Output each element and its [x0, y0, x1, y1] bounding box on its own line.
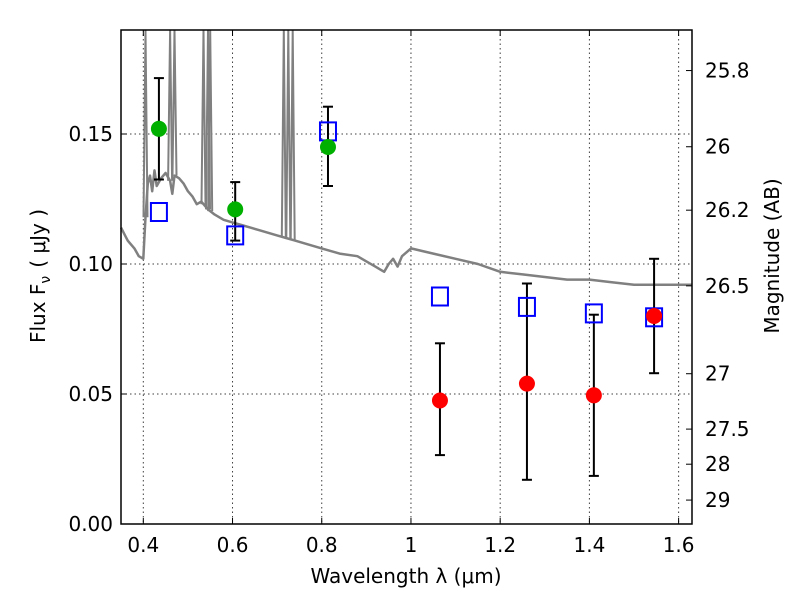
y2-tick-label: 26.2	[705, 198, 750, 222]
ticks-layer: 0.4 0.6 0.8 1 1.2 1.4 1.6 0.00 0.05 0.10 0.15 25.8 2…	[68, 30, 750, 557]
y-axis-label-main: Flux F	[26, 284, 50, 343]
y2-tick-label: 28	[705, 452, 730, 476]
x-tick-label: 0.6	[217, 533, 249, 557]
emission-spike	[167, 29, 174, 181]
x-tick-label: 1	[405, 533, 418, 557]
red-data-point	[585, 387, 602, 404]
y2-tick-label: 27.5	[705, 417, 750, 441]
y2-tick-label: 26.5	[705, 274, 750, 298]
emission-spike	[289, 29, 296, 241]
y-axis-label-unit: ( μJy )	[26, 209, 50, 268]
green-data-point	[150, 120, 167, 137]
model-spectrum-line	[119, 169, 692, 287]
y2-tick-label: 26	[705, 135, 730, 159]
model-square	[226, 225, 245, 246]
red-data-point	[431, 392, 448, 409]
y-axis-label-sub: ν	[38, 276, 54, 284]
x-tick-label: 0.4	[127, 533, 159, 557]
y2-axis-label: Magnitude (AB)	[760, 178, 784, 333]
y2-tick-label: 27	[705, 362, 730, 386]
emission-spike	[285, 29, 292, 239]
plot-frame	[120, 29, 693, 525]
x-tick-label: 1.2	[484, 533, 516, 557]
emission-spike	[200, 29, 207, 205]
red-data-point	[518, 375, 535, 392]
y-tick-label: 0.10	[68, 252, 113, 276]
green-data-point	[227, 201, 244, 218]
emission-spike	[171, 29, 178, 176]
y-axis-label: Flux Fν ( μJy )	[26, 209, 54, 343]
x-axis-label: Wavelength λ (μm)	[310, 564, 501, 588]
x-tick-label: 0.8	[306, 533, 338, 557]
green-data-point	[319, 139, 336, 155]
y-tick-label: 0.00	[68, 512, 113, 536]
y2-tick-label: 25.8	[705, 59, 750, 83]
x-tick-label: 1.6	[663, 533, 695, 557]
model-square	[517, 296, 536, 317]
emission-spike	[280, 29, 287, 238]
y2-tick-label: 29	[705, 488, 730, 512]
x-tick-label: 1.4	[573, 533, 605, 557]
emission-spike	[142, 29, 149, 218]
red-data-point	[646, 308, 663, 324]
model-spectrum-layer	[119, 29, 692, 287]
data-points-layer	[149, 77, 664, 481]
y-tick-label: 0.15	[68, 122, 113, 146]
model-square	[149, 202, 168, 222]
y-tick-label: 0.05	[68, 382, 113, 406]
model-square	[584, 303, 603, 324]
model-square	[430, 286, 449, 307]
